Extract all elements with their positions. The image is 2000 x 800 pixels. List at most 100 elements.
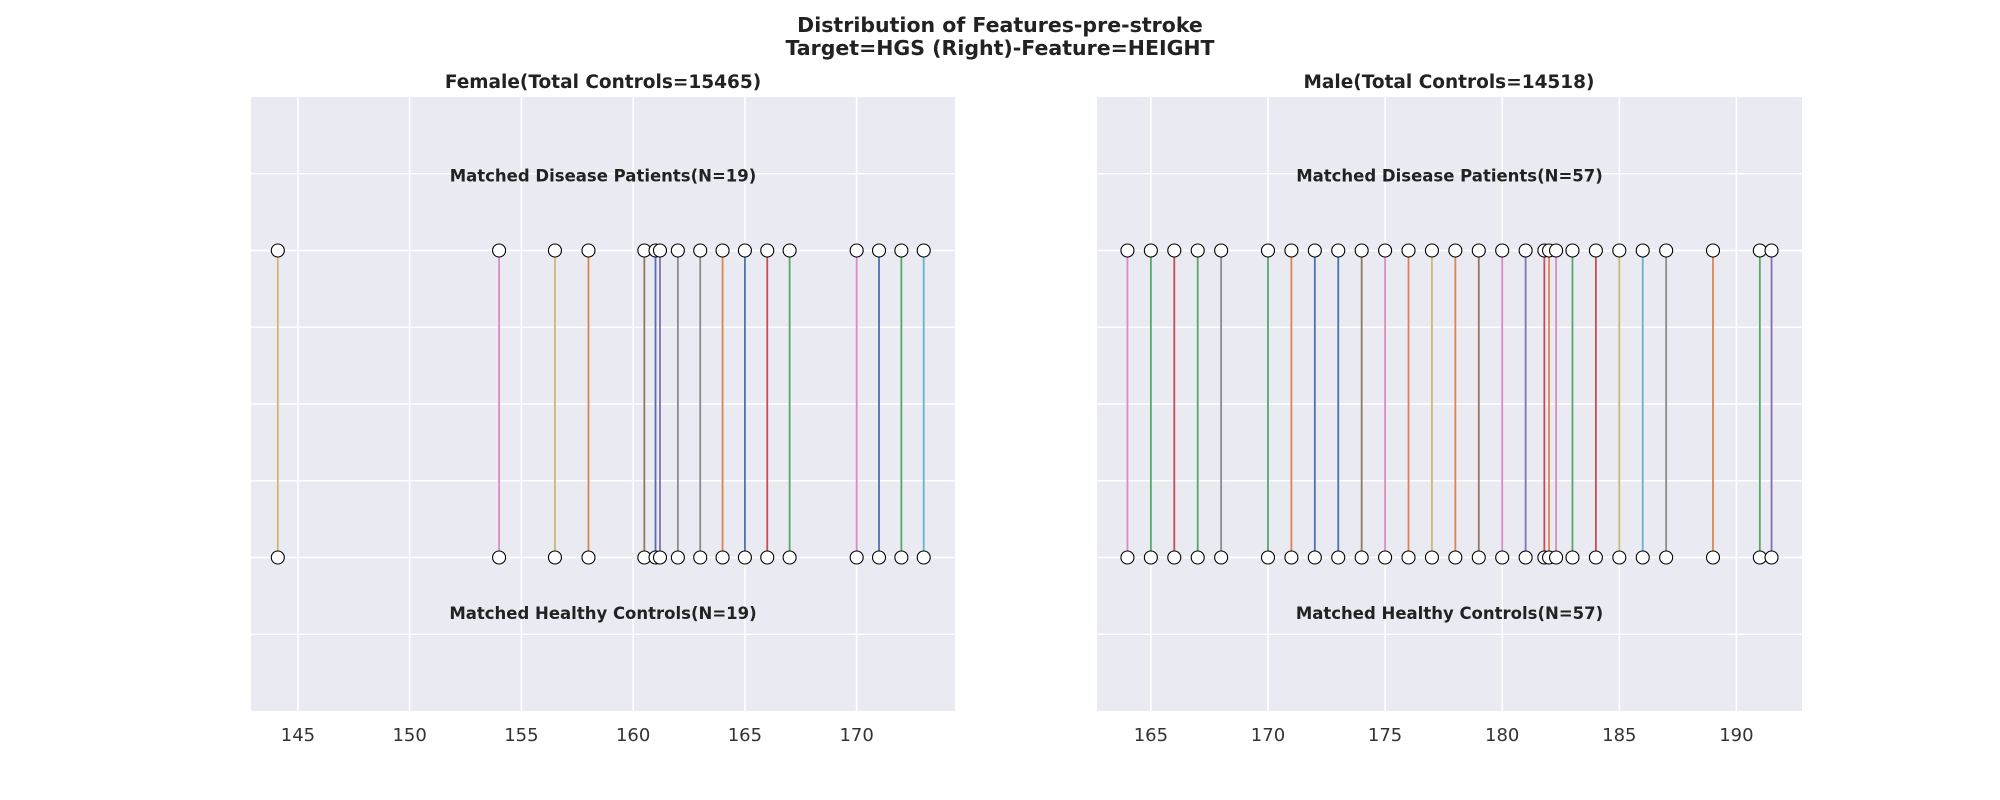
bottom-group-label: Matched Healthy Controls(N=19) (449, 604, 756, 623)
healthy-control-point (871, 550, 887, 565)
x-tick-label: 150 (392, 725, 426, 746)
healthy-control-point (581, 550, 596, 565)
healthy-control-point (1424, 550, 1439, 565)
healthy-control-point (760, 550, 775, 565)
disease-patient-point (1588, 243, 1603, 258)
healthy-control-point (670, 550, 685, 565)
healthy-control-point (492, 550, 507, 565)
disease-patient-point (1612, 243, 1627, 258)
disease-patient-point (1518, 243, 1533, 258)
disease-patient-point (1143, 243, 1158, 258)
figure-title-line1: Distribution of Features-pre-stroke (797, 13, 1203, 37)
x-tick-label: 170 (839, 725, 873, 746)
disease-patient-point (1471, 243, 1486, 258)
healthy-control-point (1331, 550, 1346, 565)
healthy-control-point (1752, 550, 1767, 565)
disease-patient-point (492, 243, 507, 258)
x-tick-label: 185 (1602, 725, 1636, 746)
disease-patient-point (693, 243, 708, 258)
disease-patient-point (1424, 243, 1439, 258)
x-tick-label: 160 (616, 725, 650, 746)
healthy-control-point (849, 550, 864, 565)
disease-patient-point (849, 243, 864, 258)
healthy-control-point (652, 550, 668, 565)
healthy-control-point (916, 550, 931, 565)
x-tick-label: 170 (1251, 725, 1285, 746)
disease-patient-point (1448, 243, 1463, 258)
x-tick-label: 190 (1719, 725, 1753, 746)
healthy-control-point (1378, 550, 1393, 565)
disease-patient-point (1167, 243, 1182, 258)
healthy-control-point (1260, 550, 1276, 565)
disease-patient-point (1260, 243, 1276, 258)
x-tick-label: 165 (1134, 725, 1168, 746)
male-panel: Male(Total Controls=14518) 165 170 175 180 1… (1097, 72, 1802, 746)
x-tick-label: 165 (728, 725, 762, 746)
healthy-control-point (1588, 550, 1603, 565)
disease-patient-point (1659, 243, 1674, 258)
disease-patient-point (670, 243, 685, 258)
healthy-control-point (894, 550, 909, 565)
healthy-control-point (1354, 550, 1369, 565)
healthy-control-point (1401, 550, 1416, 565)
disease-patient-point (760, 243, 775, 258)
x-tick-label: 175 (1368, 725, 1402, 746)
disease-patient-point (1764, 243, 1779, 258)
disease-patient-point (1331, 243, 1346, 258)
healthy-control-point (782, 550, 797, 565)
x-tick-label: 155 (504, 725, 538, 746)
healthy-control-point (1284, 550, 1299, 565)
disease-patient-point (1635, 243, 1650, 258)
healthy-control-point (1448, 550, 1463, 565)
disease-patient-point (782, 243, 797, 258)
healthy-control-point (1190, 550, 1205, 565)
female-panel: Female(Total Controls=15465) 145 150 155 16… (251, 72, 955, 746)
disease-patient-point (737, 243, 752, 258)
healthy-control-point (547, 550, 562, 565)
healthy-control-point (1565, 550, 1580, 565)
disease-patient-point (871, 243, 887, 258)
disease-patient-point (1401, 243, 1416, 258)
healthy-control-point (1307, 550, 1322, 565)
healthy-control-point (1549, 550, 1564, 565)
x-tick-label: 145 (281, 725, 315, 746)
disease-patient-point (1705, 243, 1721, 258)
disease-patient-point (1307, 243, 1322, 258)
healthy-control-point (270, 550, 285, 565)
healthy-control-point (1705, 550, 1721, 565)
disease-patient-point (547, 243, 562, 258)
figure-title-line2: Target=HGS (Right)-Feature=HEIGHT (785, 36, 1214, 60)
healthy-control-point (1471, 550, 1486, 565)
disease-patient-point (1354, 243, 1369, 258)
x-tick-label: 180 (1485, 725, 1519, 746)
disease-patient-point (1120, 243, 1135, 258)
healthy-control-point (1518, 550, 1533, 565)
healthy-control-point (1764, 550, 1779, 565)
healthy-control-point (1143, 550, 1158, 565)
healthy-control-point (715, 550, 730, 565)
disease-patient-point (1214, 243, 1229, 258)
disease-patient-point (1378, 243, 1393, 258)
disease-patient-point (715, 243, 730, 258)
male-panel-title: Male(Total Controls=14518) (1303, 72, 1594, 93)
disease-patient-point (1190, 243, 1205, 258)
healthy-control-point (1635, 550, 1650, 565)
disease-patient-point (270, 243, 285, 258)
healthy-control-point (1495, 550, 1510, 565)
healthy-control-point (1120, 550, 1135, 565)
disease-patient-point (1284, 243, 1299, 258)
disease-patient-point (652, 243, 668, 258)
disease-patient-point (894, 243, 909, 258)
female-panel-title: Female(Total Controls=15465) (445, 72, 761, 93)
healthy-control-point (1214, 550, 1229, 565)
healthy-control-point (1659, 550, 1674, 565)
disease-patient-point (1549, 243, 1564, 258)
disease-patient-point (1565, 243, 1580, 258)
top-group-label: Matched Disease Patients(N=19) (450, 166, 757, 185)
disease-patient-point (581, 243, 596, 258)
disease-patient-point (1495, 243, 1510, 258)
healthy-control-point (737, 550, 752, 565)
healthy-control-point (693, 550, 708, 565)
disease-patient-point (1752, 243, 1767, 258)
